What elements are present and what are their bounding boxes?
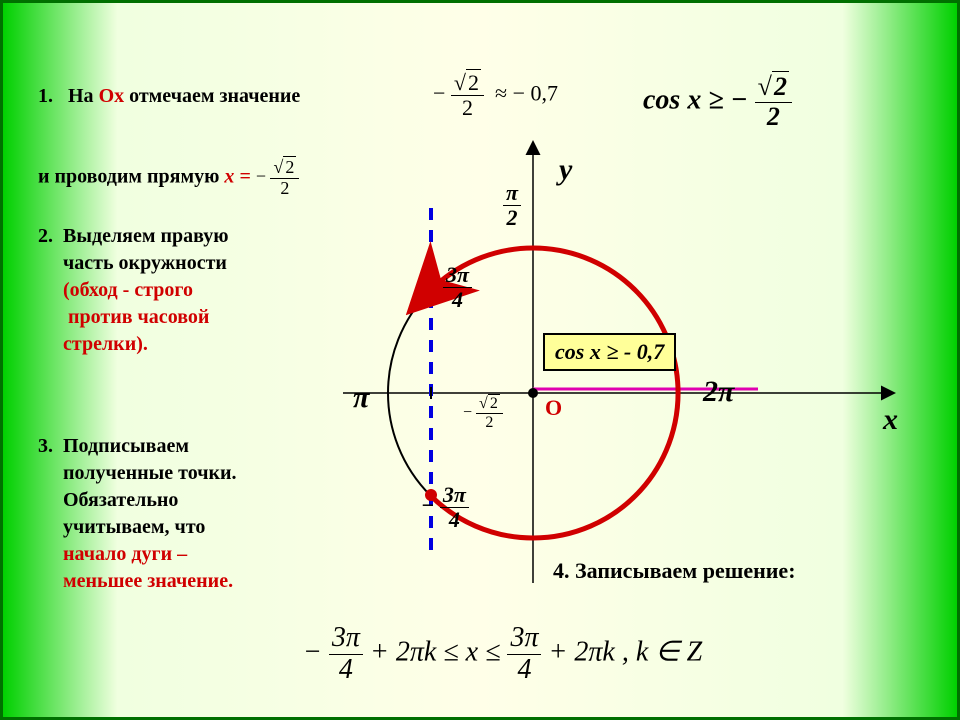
two-pi-label: 2π (703, 375, 734, 409)
step1-frac1: − 22 ≈ − 0,7 (433, 71, 558, 120)
origin-label: O (545, 395, 562, 421)
step3: 3. Подписываем полученные точки. Обязате… (38, 433, 237, 595)
vline-value: − 22 (463, 395, 503, 431)
step2: 2. Выделяем правую часть окружности (обх… (38, 223, 229, 358)
label-minus-3pi4: − 3π4 (421, 483, 469, 532)
highlight-box: cos x ≥ - 0,7 (543, 333, 676, 371)
x-axis-label: x (883, 403, 898, 437)
unit-circle-diagram (303, 133, 903, 613)
slide: cos x ≥ − 22 1. На Оx отмечаем значение … (0, 0, 960, 720)
y-axis-label: y (559, 153, 572, 187)
solution-formula: − 3π4 + 2πk ≤ x ≤ 3π4 + 2πk , k ∈ Z (303, 623, 702, 686)
label-3pi4: 3π4 (443, 263, 472, 312)
main-inequality: cos x ≥ − 22 (643, 73, 792, 131)
pi-over-2-label: π2 (503, 181, 521, 230)
pi-label: π (353, 381, 369, 415)
step1-line2: и проводим прямую x = − 22 (38, 158, 299, 199)
step1-line1: 1. На Оx отмечаем значение (38, 85, 300, 108)
